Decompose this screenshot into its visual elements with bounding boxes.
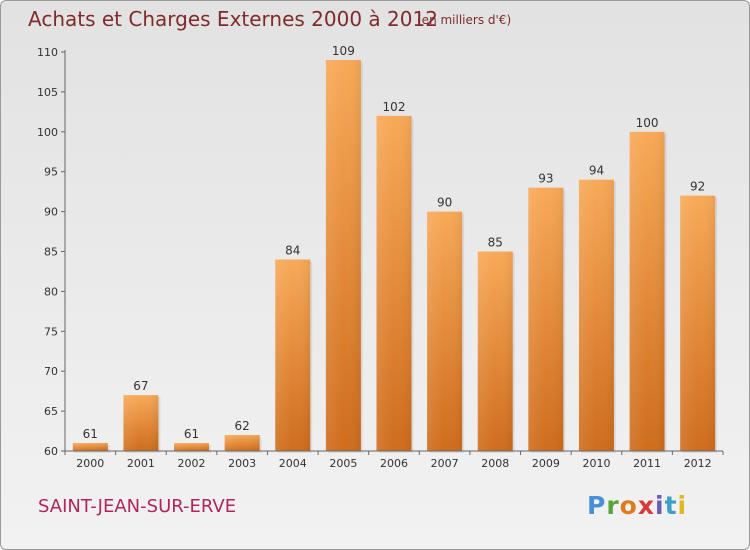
y-tick-label: 105 <box>37 86 58 99</box>
brand-letter: t <box>664 491 678 520</box>
y-tick-label: 90 <box>44 206 58 219</box>
bar-shine <box>275 259 311 451</box>
brand-letter: P <box>587 491 607 520</box>
x-tick-label: 2000 <box>76 457 104 470</box>
bar-shine <box>174 443 210 451</box>
brand-letter: i <box>655 491 665 520</box>
x-tick-label: 2003 <box>228 457 256 470</box>
data-label: 84 <box>285 243 300 257</box>
bar-shine <box>325 59 361 451</box>
y-tick-label: 95 <box>44 166 58 179</box>
y-tick-label: 100 <box>37 126 58 139</box>
y-tick-label: 60 <box>44 445 58 458</box>
y-tick-label: 70 <box>44 365 58 378</box>
brand-letter: o <box>619 491 638 520</box>
location-name: SAINT-JEAN-SUR-ERVE <box>38 496 237 517</box>
data-label: 62 <box>235 419 250 433</box>
bar-shine <box>680 195 716 451</box>
x-tick-label: 2006 <box>380 457 408 470</box>
x-tick-label: 2009 <box>532 457 560 470</box>
data-label: 102 <box>383 100 406 114</box>
brand-letter: r <box>606 491 620 520</box>
bar-shine <box>376 115 412 451</box>
bar-shine <box>477 251 513 451</box>
bar-shine <box>224 435 260 451</box>
data-label: 109 <box>332 44 355 58</box>
data-label: 100 <box>636 116 659 130</box>
y-tick-label: 80 <box>44 285 58 298</box>
x-tick-label: 2010 <box>582 457 610 470</box>
chart-unit: (en milliers d'€) <box>417 13 512 27</box>
y-tick-label: 85 <box>44 246 58 259</box>
bar-shine <box>578 179 614 451</box>
chart-title: Achats et Charges Externes 2000 à 2012 <box>28 7 438 31</box>
bar-shine <box>427 211 463 451</box>
data-label: 92 <box>690 180 705 194</box>
brand-letter: x <box>637 491 655 520</box>
x-tick-label: 2005 <box>329 457 357 470</box>
brand-letter: i <box>677 491 688 520</box>
bar-shine <box>528 187 564 451</box>
y-tick-label: 75 <box>44 325 58 338</box>
data-label: 93 <box>538 172 553 186</box>
data-label: 85 <box>488 236 503 250</box>
x-tick-label: 2008 <box>481 457 509 470</box>
data-label: 67 <box>133 379 148 393</box>
x-tick-label: 2007 <box>431 457 459 470</box>
data-label: 94 <box>589 164 604 178</box>
y-tick-label: 65 <box>44 405 58 418</box>
data-label: 61 <box>184 427 199 441</box>
x-tick-label: 2011 <box>633 457 661 470</box>
x-tick-label: 2004 <box>279 457 307 470</box>
data-label: 90 <box>437 196 452 210</box>
bar-shine <box>72 443 108 451</box>
bar-shine <box>123 395 159 451</box>
data-label: 61 <box>83 427 98 441</box>
bar-shine <box>629 131 665 452</box>
brand-logo: Proxiti <box>587 491 687 520</box>
x-tick-label: 2002 <box>178 457 206 470</box>
x-tick-label: 2012 <box>684 457 712 470</box>
y-tick-label: 110 <box>37 46 58 59</box>
x-tick-label: 2001 <box>127 457 155 470</box>
